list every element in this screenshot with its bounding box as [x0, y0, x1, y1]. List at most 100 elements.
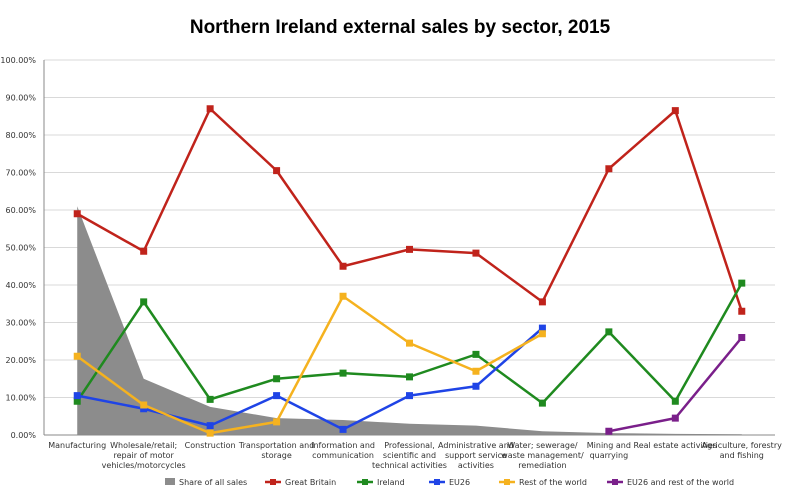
data-point-eu26: [339, 425, 347, 433]
data-point-great-britain: [738, 307, 746, 315]
data-point-ireland: [206, 395, 214, 403]
x-tick-label-line: scientific and: [383, 451, 436, 460]
data-point-eu26: [472, 382, 480, 390]
legend-label: Share of all sales: [179, 478, 247, 487]
y-tick-label: 40.00%: [5, 281, 36, 290]
legend-item-eu26-and-rest-of-the-world: EU26 and rest of the world: [607, 478, 734, 487]
legend-item-share-of-all-sales: Share of all sales: [165, 478, 247, 487]
x-tick-label-line: Professional,: [384, 441, 435, 450]
data-point-great-britain: [671, 107, 679, 115]
y-tick-label: 0.00%: [11, 431, 37, 440]
data-point-rest-of-the-world: [472, 367, 480, 375]
data-point-ireland: [671, 397, 679, 405]
legend-item-ireland: Ireland: [357, 478, 405, 487]
data-point-eu26: [538, 324, 546, 332]
legend-swatch: [165, 478, 175, 485]
data-point-ireland: [538, 399, 546, 407]
legend-item-great-britain: Great Britain: [265, 478, 336, 487]
x-tick-label-line: and fishing: [720, 451, 764, 460]
y-tick-label: 60.00%: [5, 206, 36, 215]
data-point-rest-of-the-world: [406, 339, 413, 347]
x-tick-label: Manufacturing: [48, 441, 106, 450]
data-point-great-britain: [472, 249, 480, 257]
data-point-great-britain: [206, 105, 214, 113]
x-tick-label: Agriculture, forestry and fishing: [702, 441, 782, 460]
x-tick-label-line: technical activities: [372, 461, 447, 470]
x-tick-label-line: waste management/: [501, 451, 584, 460]
data-point-great-britain: [339, 262, 347, 270]
x-tick-label-line: repair of motor: [114, 451, 175, 460]
y-tick-label: 50.00%: [5, 244, 36, 253]
data-point-ireland: [339, 369, 347, 377]
data-point-ireland: [472, 350, 480, 358]
series-line-eu26: [76, 327, 544, 431]
y-tick-label: 90.00%: [5, 94, 36, 103]
series-eu26-and-rest-of-the-world: [605, 334, 746, 435]
data-point-rest-of-the-world: [140, 401, 148, 409]
data-point-eu26-and-rest-of-the-world: [671, 414, 679, 422]
x-tick-label-line: Water; sewerage/: [507, 441, 578, 450]
data-point-rest-of-the-world: [206, 429, 214, 437]
series-rest-of-the-world: [73, 292, 546, 437]
x-tick-label-line: Construction: [185, 441, 236, 450]
x-tick-label-line: Transportation and: [238, 441, 314, 450]
legend-swatch-marker: [362, 479, 368, 485]
legend-item-rest-of-the-world: Rest of the world: [499, 478, 587, 487]
series-eu26: [73, 324, 546, 433]
series-line-rest-of-the-world: [76, 295, 544, 435]
legend-swatch-marker: [504, 479, 510, 485]
data-point-rest-of-the-world: [538, 330, 546, 338]
legend-swatch-marker: [612, 479, 618, 485]
x-tick-label-line: storage: [261, 451, 291, 460]
legend-label: Rest of the world: [519, 478, 587, 487]
data-point-eu26: [206, 422, 214, 430]
data-point-great-britain: [406, 245, 413, 253]
chart-title: Northern Ireland external sales by secto…: [190, 17, 611, 38]
data-point-great-britain: [605, 165, 613, 173]
y-tick-label: 30.00%: [5, 319, 36, 328]
data-point-great-britain: [538, 298, 546, 306]
series-lines: [73, 105, 746, 437]
x-tick-label: Water; sewerage/waste management/remedia…: [501, 441, 584, 470]
legend-swatch-marker: [434, 479, 440, 485]
y-tick-label: 70.00%: [5, 169, 36, 178]
axes: [43, 60, 775, 436]
y-tick-label: 100.00%: [0, 56, 36, 65]
x-tick-label-line: Manufacturing: [48, 441, 106, 450]
share-area: [77, 206, 742, 435]
data-point-ireland: [738, 279, 746, 287]
x-tick-label: Wholesale/retail; repair of motor vehicles…: [102, 441, 186, 470]
x-tick-label: Construction: [185, 441, 236, 450]
data-point-eu26: [73, 392, 81, 400]
y-tick-label: 80.00%: [5, 131, 36, 140]
x-tick-label-line: Administrative and: [438, 441, 514, 450]
series-ireland: [73, 279, 746, 407]
data-point-rest-of-the-world: [273, 418, 281, 426]
x-tick-label: Administrative and support service activit…: [438, 441, 514, 470]
data-point-great-britain: [73, 210, 81, 218]
x-tick-label-line: Agriculture, forestry: [702, 441, 782, 450]
legend-label: Great Britain: [285, 478, 336, 487]
y-tick-label: 10.00%: [5, 394, 36, 403]
data-point-great-britain: [140, 247, 148, 255]
x-tick-label-line: Real estate activities: [634, 441, 718, 450]
x-tick-label: Information and communication: [311, 441, 375, 460]
data-point-ireland: [273, 375, 281, 383]
data-point-great-britain: [273, 167, 281, 175]
x-tick-label-line: remediation: [518, 461, 566, 470]
x-tick-label-line: activities: [458, 461, 494, 470]
x-tick-label-line: Wholesale/retail;: [110, 441, 177, 450]
x-tick-label: Transportation and storage: [238, 441, 314, 460]
y-axis-tick-labels: 0.00% 10.00% 20.00% 30.00% 40.00% 50.00% 60.00…: [0, 56, 36, 440]
data-point-eu26-and-rest-of-the-world: [605, 427, 613, 435]
data-point-eu26: [273, 392, 281, 400]
data-point-ireland: [140, 298, 148, 306]
data-point-eu26: [406, 392, 413, 400]
x-tick-label-line: quarrying: [590, 451, 629, 460]
legend: Share of all sales Great Britain Ireland EU…: [165, 478, 734, 487]
legend-label: EU26 and rest of the world: [627, 478, 734, 487]
legend-label: Ireland: [377, 478, 405, 487]
data-point-eu26-and-rest-of-the-world: [738, 334, 746, 341]
data-point-ireland: [73, 397, 81, 405]
